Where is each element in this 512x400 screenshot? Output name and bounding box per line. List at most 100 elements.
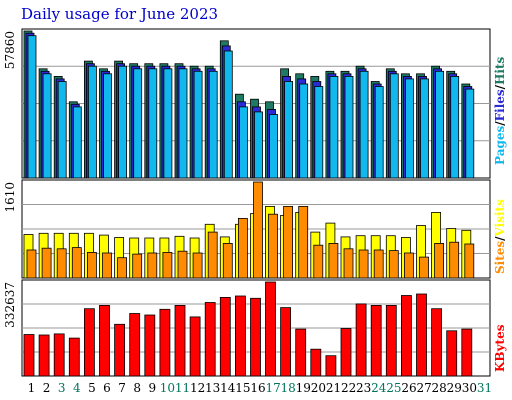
bar-sites-day-2 [41, 247, 52, 279]
bar-kbytes-day-10 [159, 308, 171, 377]
bar-kbytes-day-13 [204, 302, 216, 377]
bar-pages-day-1 [27, 35, 37, 179]
day-label-1: 1 [28, 381, 36, 395]
bar-pages-day-19 [299, 83, 309, 179]
y-max-label: 57860 [3, 31, 17, 69]
bar-pages-day-30 [465, 88, 475, 179]
legend-sep1: / [493, 236, 507, 241]
bar-pages-day-9 [148, 68, 158, 179]
day-label-24: 24 [371, 381, 387, 395]
day-label-8: 8 [133, 381, 141, 395]
day-label-2: 2 [43, 381, 51, 395]
legend-text: Sites/Visits [493, 199, 507, 274]
day-label-16: 16 [250, 381, 265, 395]
legend-text: Pages/Files/Hits [493, 56, 507, 165]
bar-kbytes-day-4 [68, 337, 80, 377]
day-label-4: 4 [73, 381, 81, 395]
bar-sites-day-19 [298, 205, 309, 279]
legend-sep2: / [493, 84, 507, 89]
day-label-10: 10 [160, 381, 175, 395]
bar-pages-day-10 [163, 68, 173, 179]
bar-sites-day-29 [449, 241, 460, 279]
day-label-14: 14 [220, 381, 236, 395]
bar-kbytes-day-27 [416, 293, 427, 377]
day-label-18: 18 [281, 381, 296, 395]
bar-sites-day-22 [343, 248, 354, 279]
bar-pages-day-5 [88, 65, 97, 179]
day-label-26: 26 [401, 381, 416, 395]
panel-kbytes [21, 279, 491, 377]
legend-b: Files [493, 89, 507, 121]
bar-sites-day-12 [192, 252, 203, 279]
legend-a: Sites [493, 241, 507, 274]
bar-sites-day-15 [237, 217, 248, 279]
bar-pages-day-28 [435, 70, 445, 179]
legend-kbytes: KBytes [493, 324, 507, 372]
bar-pages-day-17 [269, 114, 278, 179]
day-label-20: 20 [311, 381, 326, 395]
bar-kbytes-day-30 [461, 328, 473, 377]
day-label-22: 22 [341, 381, 356, 395]
bar-pages-day-24 [374, 86, 384, 179]
bar-pages-day-15 [238, 106, 248, 179]
bar-sites-day-7 [117, 257, 127, 279]
bar-kbytes-day-18 [280, 307, 292, 377]
day-label-12: 12 [190, 381, 205, 395]
bar-kbytes-day-19 [295, 328, 307, 377]
bar-sites-day-30 [464, 243, 475, 279]
bar-sites-day-24 [373, 249, 384, 279]
bar-kbytes-day-22 [340, 328, 352, 377]
day-label-27: 27 [416, 381, 431, 395]
bar-sites-day-1 [26, 249, 37, 279]
bar-pages-day-22 [344, 76, 354, 179]
bar-sites-day-17 [268, 213, 278, 279]
bar-pages-day-18 [284, 81, 294, 179]
day-label-5: 5 [88, 381, 96, 395]
bar-kbytes-day-6 [99, 304, 110, 377]
legend-text: KBytes [493, 324, 507, 372]
day-label-31: 31 [477, 381, 492, 395]
legend-a: Pages [493, 125, 507, 165]
bar-kbytes-day-17 [265, 281, 276, 377]
bar-kbytes-day-9 [144, 314, 156, 377]
day-label-23: 23 [356, 381, 371, 395]
bar-kbytes-day-25 [385, 304, 397, 377]
bar-kbytes-day-26 [400, 295, 412, 377]
bar-pages-day-16 [254, 111, 263, 179]
bar-pages-day-27 [420, 78, 429, 179]
bar-kbytes-day-24 [370, 304, 382, 377]
day-label-25: 25 [386, 381, 401, 395]
bar-sites-day-16 [253, 181, 263, 279]
bar-sites-day-4 [71, 247, 82, 279]
bar-sites-day-25 [388, 250, 399, 279]
bar-kbytes-day-3 [53, 333, 65, 377]
bar-pages-day-26 [404, 78, 414, 179]
bar-sites-day-27 [419, 256, 429, 279]
bar-kbytes-day-14 [219, 296, 231, 377]
legend-sep1: / [493, 121, 507, 126]
day-label-11: 11 [175, 381, 190, 395]
day-label-15: 15 [235, 381, 250, 395]
panel-hits-files-pages [21, 28, 491, 179]
bar-sites-day-14 [222, 242, 233, 279]
bar-pages-day-12 [193, 70, 203, 179]
day-label-28: 28 [432, 381, 447, 395]
bar-kbytes-day-11 [174, 304, 186, 377]
bar-sites-day-9 [147, 252, 158, 279]
bar-pages-day-7 [118, 65, 127, 179]
y-max-label: 332637 [3, 282, 17, 328]
bar-sites-day-26 [403, 252, 414, 279]
day-label-7: 7 [118, 381, 126, 395]
bar-pages-day-8 [133, 68, 143, 179]
bar-kbytes-day-5 [84, 308, 95, 377]
bar-sites-day-6 [102, 252, 112, 279]
bar-pages-day-23 [359, 70, 369, 179]
day-label-6: 6 [103, 381, 111, 395]
bar-sites-day-13 [207, 231, 218, 279]
bar-sites-day-18 [283, 205, 294, 279]
bar-sites-day-21 [328, 242, 339, 279]
legend-b: Visits [493, 199, 507, 238]
bar-pages-day-3 [57, 81, 67, 179]
bar-pages-day-4 [72, 106, 82, 179]
